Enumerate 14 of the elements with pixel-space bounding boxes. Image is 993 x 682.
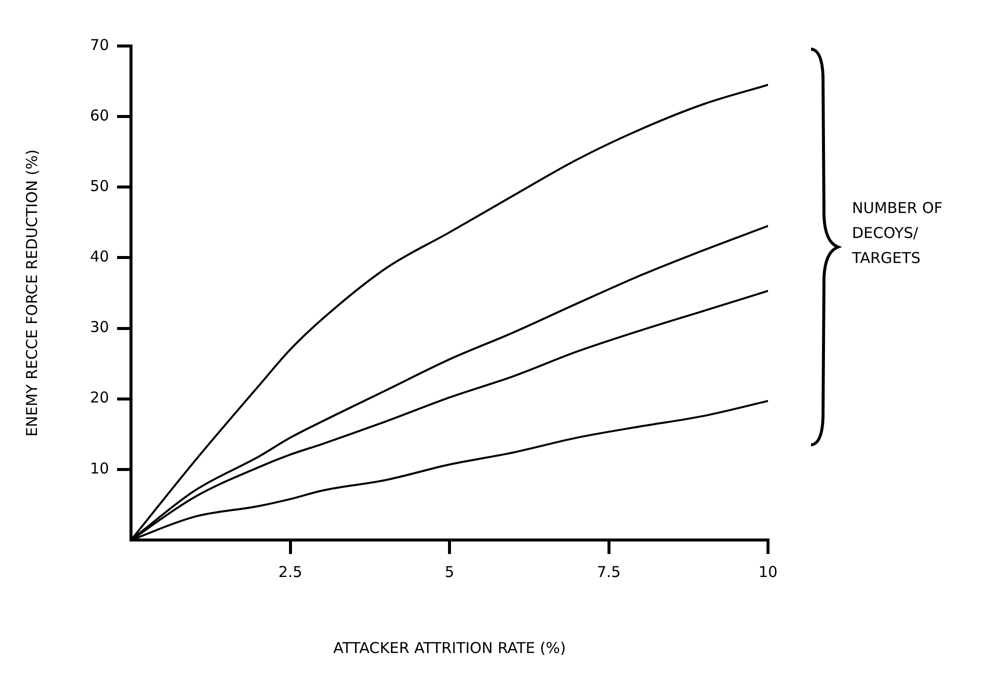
x-tick-label: 5: [444, 562, 454, 581]
y-tick-label: 60: [90, 106, 110, 124]
y-tick-label: 70: [90, 36, 110, 54]
y-tick-label: 10: [90, 459, 110, 478]
y-tick-label: 50: [90, 177, 110, 196]
x-tick-label: 2.5: [278, 562, 302, 581]
y-axis-title: ENEMY RECCE FORCE REDUCTION (%): [22, 149, 41, 437]
x-axis-title: ATTACKER ATTRITION RATE (%): [333, 638, 566, 657]
y-tick-label: 40: [90, 248, 110, 266]
x-tick-label: 7.5: [596, 562, 621, 581]
text: NUMBER OF DECOYS/ TARGETS: [852, 198, 944, 269]
y-tick-label: 20: [90, 388, 110, 407]
y-tick-label: 30: [90, 318, 110, 336]
x-tick-label: 10: [758, 562, 778, 581]
